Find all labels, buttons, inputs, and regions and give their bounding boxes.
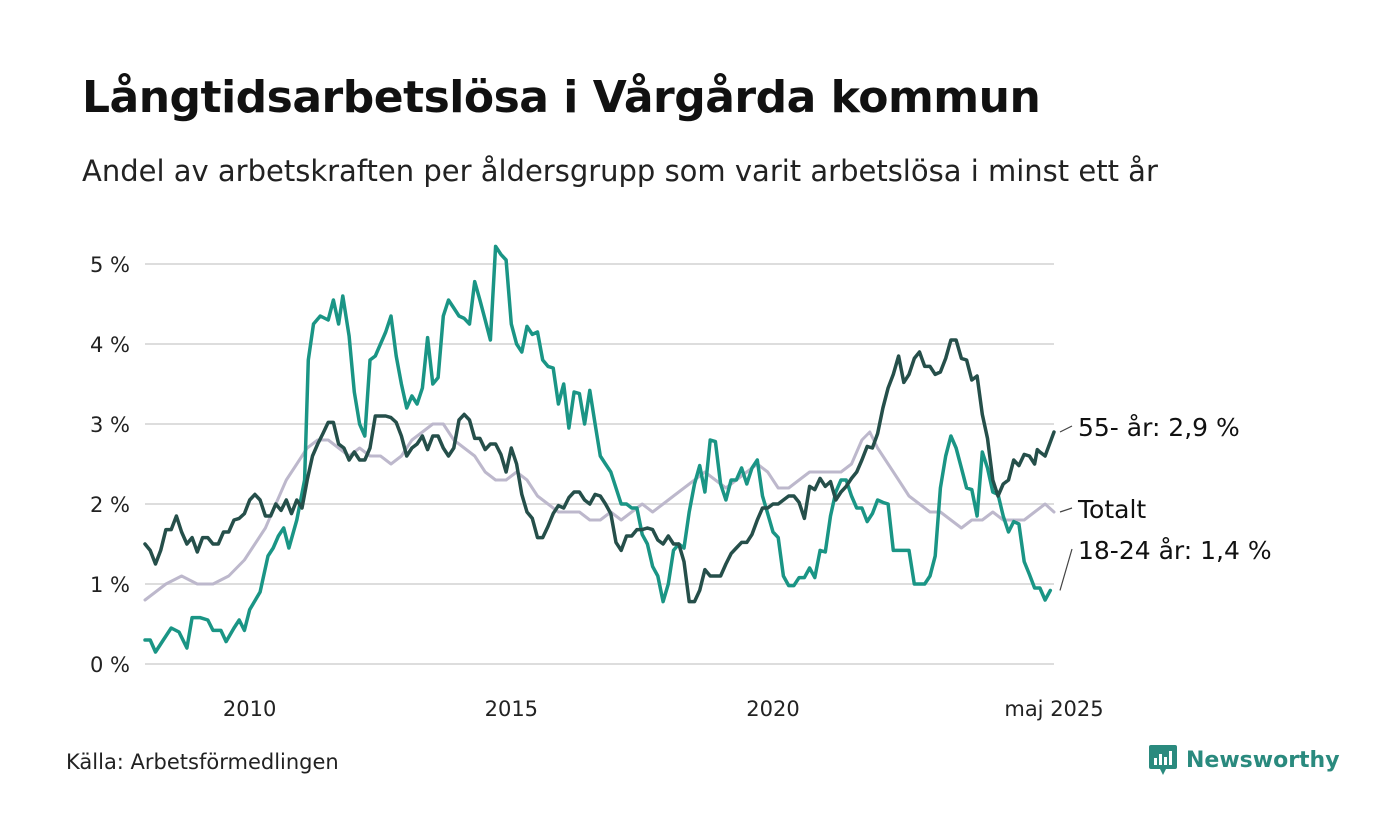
series-end-label-old: 55- år: 2,9 %	[1078, 413, 1240, 442]
x-tick-label: maj 2025	[1004, 697, 1103, 721]
y-tick-label: 4 %	[90, 333, 130, 357]
chart-title: Långtidsarbetslösa i Vårgårda kommun	[82, 72, 1041, 123]
series-end-label-young: 18-24 år: 1,4 %	[1078, 536, 1272, 565]
x-tick-label: 2020	[746, 697, 799, 721]
label-leader-young	[1059, 548, 1073, 591]
y-tick-label: 5 %	[90, 253, 130, 277]
brand-logo: Newsworthy	[1148, 743, 1340, 777]
line-chart: 0 % 1 % 2 % 3 % 4 % 5 % 2010 2015 2020 maj 2025 To…	[90, 244, 1272, 721]
grid-lines	[145, 263, 1054, 665]
series-line-old	[143, 338, 1056, 604]
y-tick-label: 3 %	[90, 413, 130, 437]
label-leader-old	[1059, 425, 1073, 433]
source-note: Källa: Arbetsförmedlingen	[66, 750, 339, 774]
brand-name: Newsworthy	[1186, 747, 1340, 773]
series-end-label-total: Totalt	[1077, 495, 1146, 524]
y-tick-label: 0 %	[90, 653, 130, 677]
label-leader-total	[1059, 507, 1073, 513]
chart-subtitle: Andel av arbetskraften per åldersgrupp s…	[82, 154, 1158, 188]
series-line-young	[143, 244, 1053, 654]
y-tick-label: 1 %	[90, 573, 130, 597]
y-tick-label: 2 %	[90, 493, 130, 517]
x-tick-label: 2015	[485, 697, 538, 721]
newsworthy-logo-icon	[1149, 745, 1177, 775]
x-tick-label: 2010	[223, 697, 276, 721]
